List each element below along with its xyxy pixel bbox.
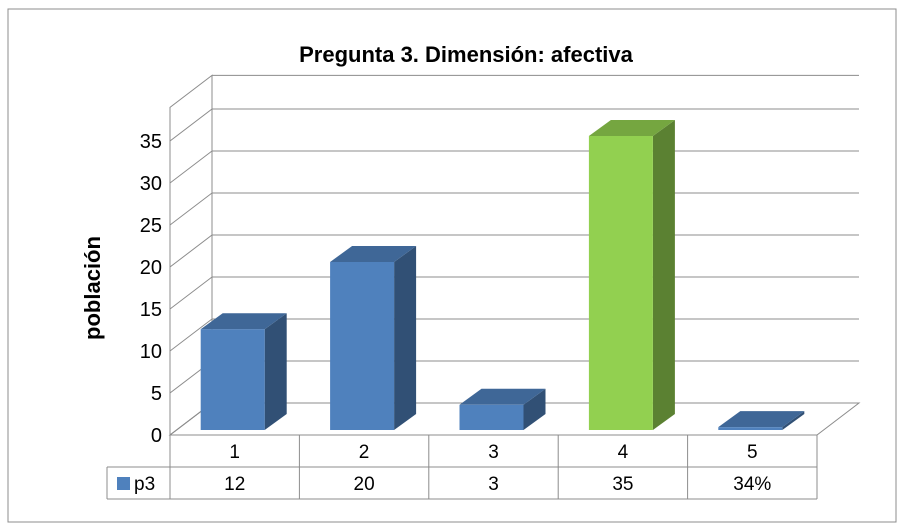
gridline-side xyxy=(169,318,213,352)
legend-swatch xyxy=(117,477,130,490)
data-label: 3 xyxy=(488,474,499,495)
bar-front xyxy=(200,329,265,430)
bar-side xyxy=(264,313,287,430)
gridline-side xyxy=(169,108,213,142)
bar-side xyxy=(523,388,546,430)
gridline-side xyxy=(169,276,213,310)
chart-title: Pregunta 3. Dimensión: afectiva xyxy=(299,42,634,67)
data-table: 1 12 2 20 3 3 4 35 5 34% p3 xyxy=(106,434,818,500)
bar-2 xyxy=(330,246,417,430)
bar-4 xyxy=(588,120,675,430)
data-label: 35 xyxy=(612,474,633,495)
bar-side xyxy=(394,246,417,430)
bar-front xyxy=(718,427,783,430)
legend-series-name: p3 xyxy=(134,474,155,495)
gridline-side xyxy=(169,150,213,184)
bar-top xyxy=(588,120,675,136)
gridline-side xyxy=(169,234,213,268)
x-tick-label: 2 xyxy=(359,442,370,463)
data-label: 12 xyxy=(224,474,245,495)
y-axis-label: población xyxy=(80,236,105,340)
bar-top xyxy=(200,313,287,330)
x-tick-label: 1 xyxy=(229,442,240,463)
bar-front xyxy=(588,136,653,430)
x-tick-label: 4 xyxy=(618,442,629,463)
y-tick-label: 5 xyxy=(151,383,162,405)
x-tick-label: 5 xyxy=(747,442,758,463)
y-tick-labels: 0 5 10 15 20 25 30 35 xyxy=(140,131,162,447)
bar-front xyxy=(459,404,524,430)
gridline-side xyxy=(169,192,213,226)
data-label: 20 xyxy=(354,474,375,495)
bar-side xyxy=(652,120,675,430)
bar-1 xyxy=(200,313,287,430)
y-tick-label: 0 xyxy=(151,425,162,447)
x-tick-label: 3 xyxy=(488,442,499,463)
bar-top xyxy=(459,388,546,405)
chart-area-border xyxy=(7,8,897,523)
bar-top xyxy=(330,246,417,262)
y-tick-label: 25 xyxy=(140,215,162,237)
bar-front xyxy=(330,262,395,430)
bar-side xyxy=(782,411,805,430)
gridlines xyxy=(169,74,859,436)
data-label: 34% xyxy=(733,474,771,495)
y-tick-label: 15 xyxy=(140,299,162,321)
y-tick-label: 10 xyxy=(140,341,162,363)
y-tick-label: 35 xyxy=(140,131,162,153)
y-tick-label: 30 xyxy=(140,173,162,195)
bars xyxy=(200,120,805,430)
bar-top xyxy=(718,411,805,428)
bar-3 xyxy=(459,388,546,430)
bar-5 xyxy=(718,411,805,430)
y-tick-label: 20 xyxy=(140,257,162,279)
